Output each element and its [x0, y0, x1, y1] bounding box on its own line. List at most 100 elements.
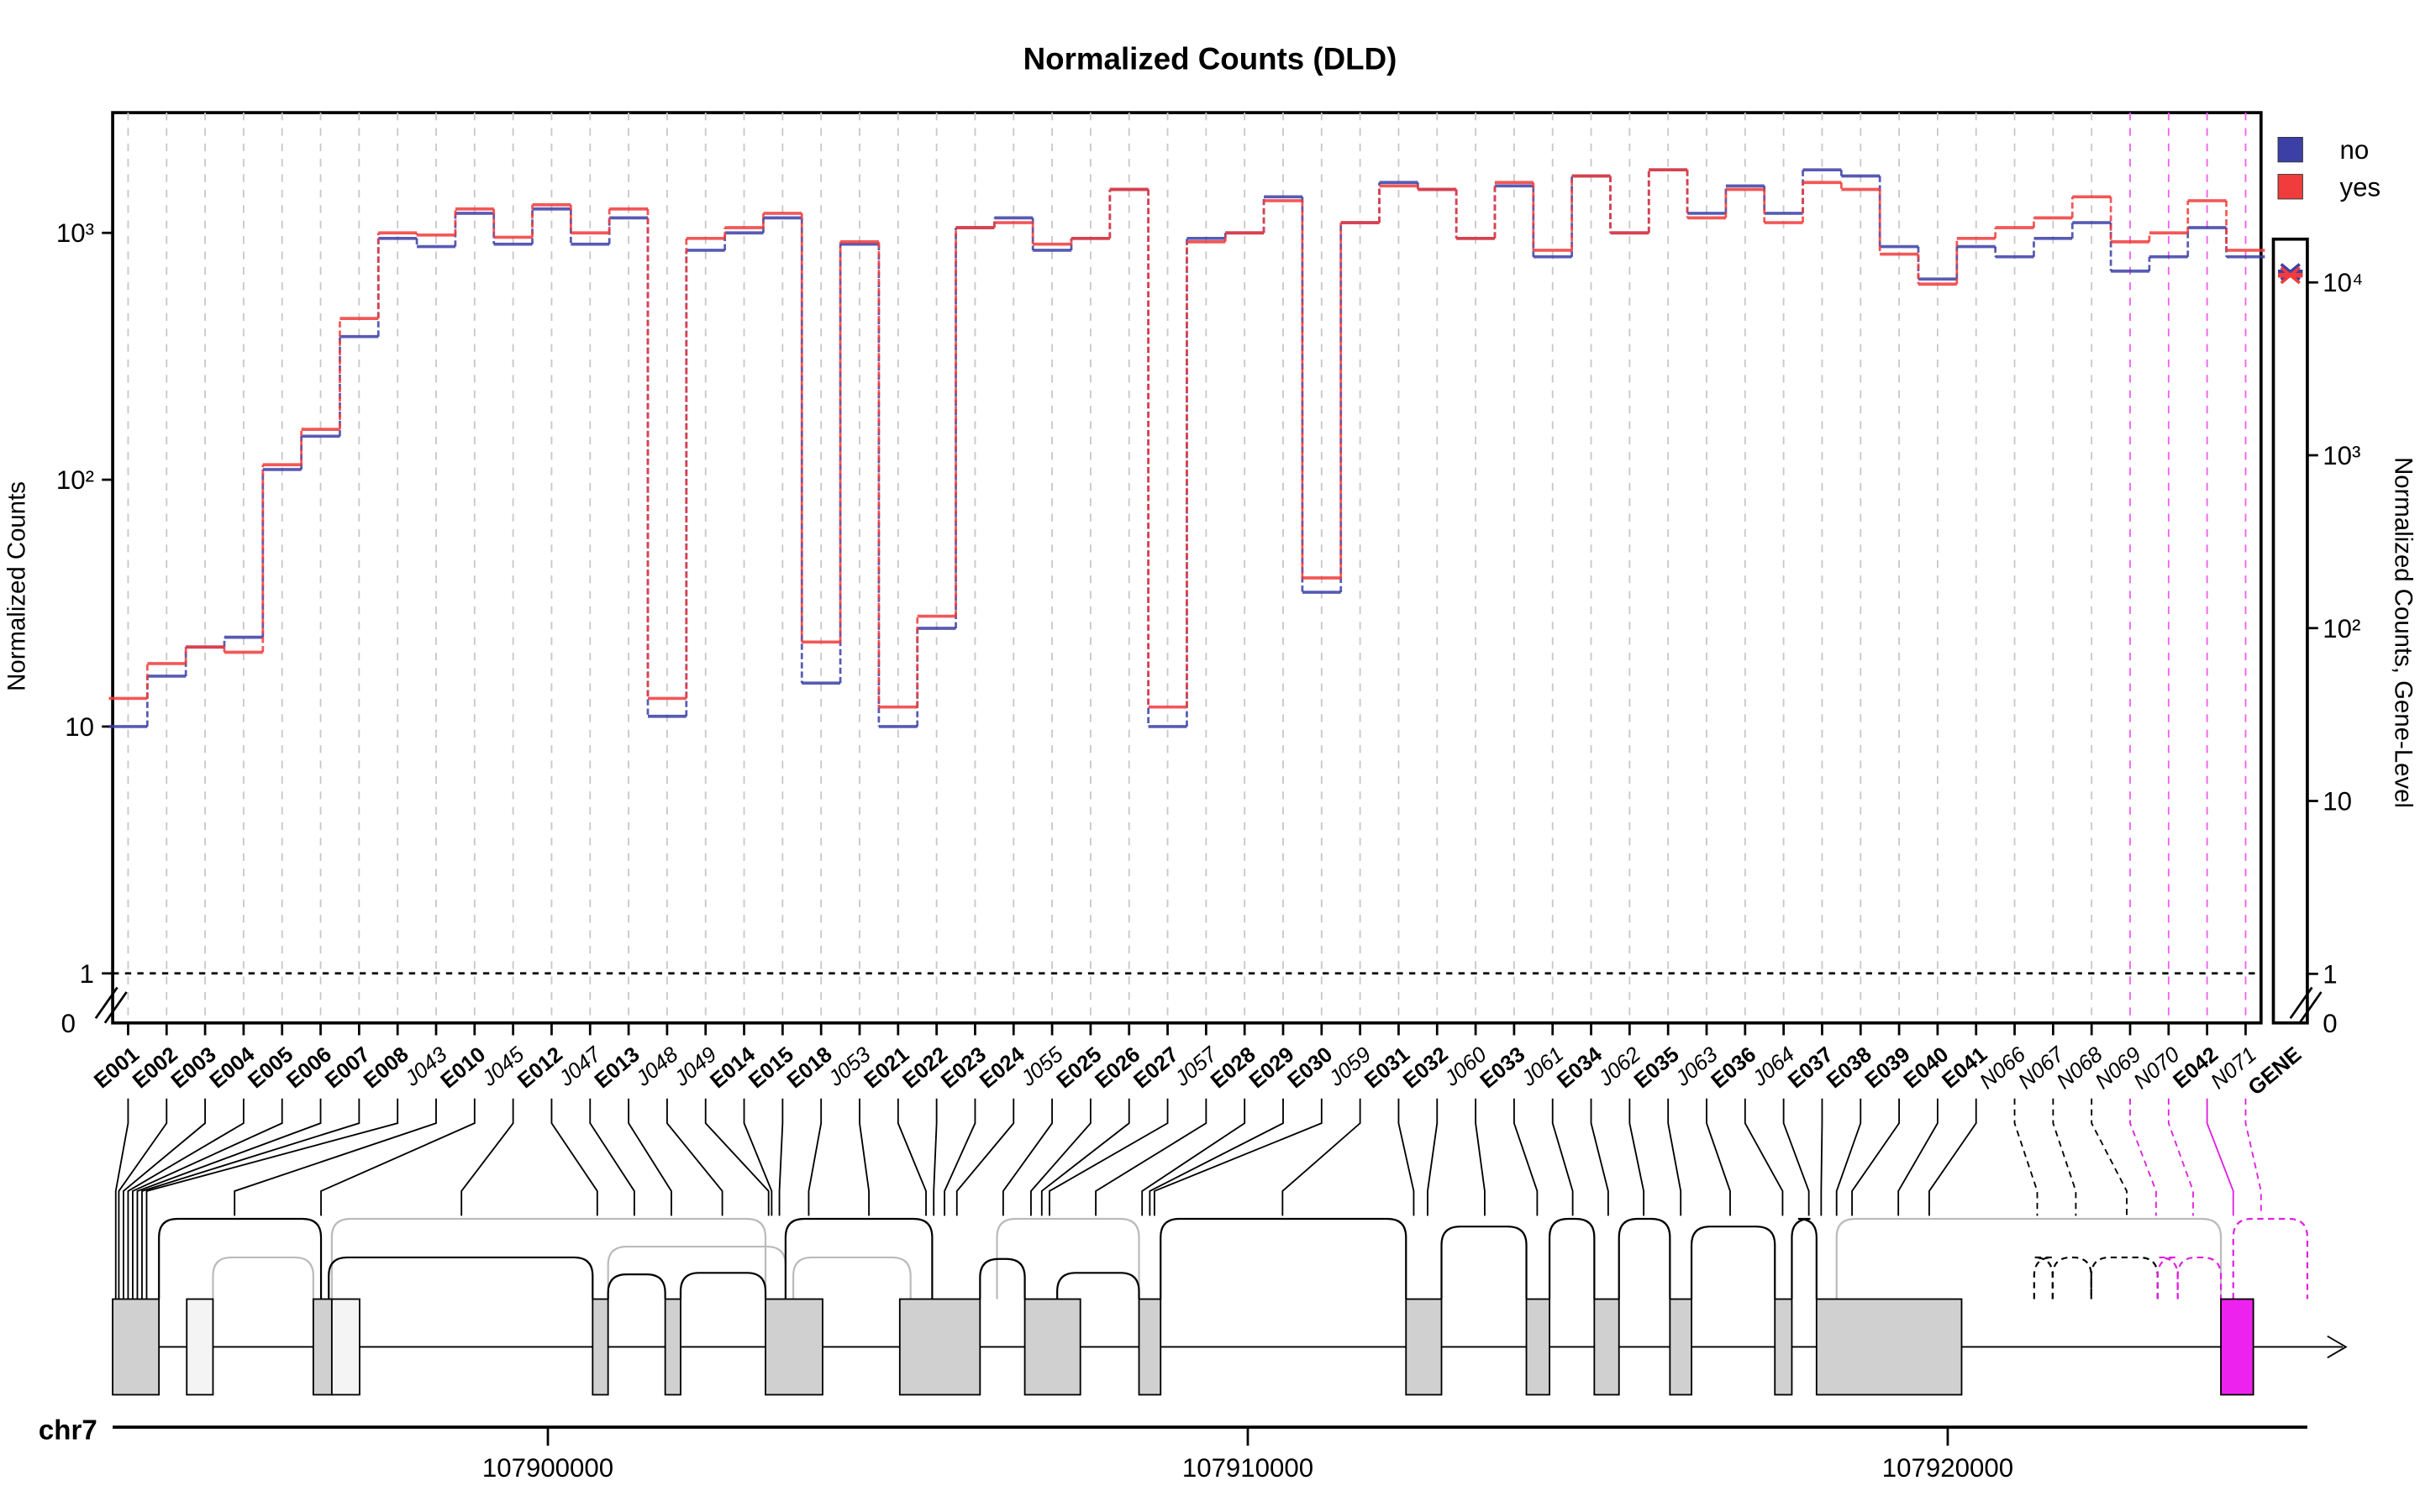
exon-box: [312, 1298, 333, 1396]
feature-connector: [1928, 1098, 1977, 1216]
junction-arc: [792, 1256, 912, 1299]
genome-tick-label: 107920000: [1882, 1453, 2013, 1483]
y-tick-label: 10²: [56, 465, 94, 495]
junction-arc: [1618, 1217, 1671, 1299]
feature-connector: [145, 1098, 399, 1299]
feature-connector: [141, 1098, 360, 1299]
junction-arc: [607, 1273, 666, 1299]
junction-arc: [330, 1217, 767, 1299]
junction-arc: [1160, 1217, 1407, 1299]
legend-swatch: [2277, 137, 2303, 163]
junction-arc: [1440, 1226, 1528, 1299]
junction-arc: [158, 1217, 323, 1299]
exon-box: [1815, 1298, 1963, 1396]
feature-connector: [704, 1098, 770, 1216]
junction-arc: [2033, 1256, 2054, 1299]
exon-box: [1669, 1298, 1692, 1396]
feature-connector: [1149, 1098, 1284, 1216]
plot-frame: [111, 111, 2263, 1025]
y2-tick-label: 1: [2323, 959, 2337, 989]
junction-arc: [979, 1257, 1026, 1299]
feature-connector: [123, 1098, 207, 1299]
strand-arrow: [2327, 1335, 2348, 1359]
exon-box: [765, 1298, 823, 1396]
feature-connector: [1427, 1098, 1439, 1216]
feature-connector: [666, 1098, 723, 1216]
junction-arc: [2232, 1217, 2309, 1299]
feature-connector: [955, 1098, 1015, 1216]
feature-connector: [320, 1098, 476, 1216]
junction-arc: [784, 1217, 934, 1299]
exon-box: [2220, 1298, 2254, 1396]
gene-value-cross: [2280, 266, 2301, 285]
feature-connector: [550, 1098, 598, 1216]
axis-break: [94, 986, 2323, 1024]
feature-connector: [1512, 1098, 1539, 1216]
y2-tick-label: 10²: [2323, 614, 2360, 643]
feature-connector: [2013, 1098, 2039, 1216]
feature-connector: [2091, 1098, 2128, 1216]
junction-arc: [1548, 1217, 1596, 1299]
feature-connector: [114, 1098, 129, 1299]
feature-connector: [1851, 1098, 1901, 1216]
feature-connector: [2244, 1098, 2262, 1216]
junction-arc: [328, 1256, 594, 1299]
exon-box: [112, 1298, 160, 1396]
junction-arc: [1690, 1226, 1776, 1299]
feature-connector: [933, 1098, 938, 1216]
y-zero-label: 0: [61, 1009, 76, 1038]
exon-box: [1138, 1298, 1162, 1396]
feature-connector: [1002, 1098, 1054, 1216]
gene-panel: [2271, 237, 2309, 1025]
feature-connector: [1397, 1098, 1415, 1216]
feature-connector: [2167, 1098, 2194, 1216]
junction-arc: [2051, 1256, 2092, 1299]
feature-connector: [1153, 1098, 1323, 1216]
exon-box: [1405, 1298, 1443, 1396]
feature-connector: [1590, 1098, 1609, 1216]
feature-connector: [460, 1098, 514, 1216]
exon-box: [1593, 1298, 1620, 1396]
chart-title: Normalized Counts (DLD): [1023, 42, 1397, 76]
feature-connector: [1820, 1098, 1823, 1216]
feature-connector: [118, 1098, 168, 1299]
feature-connector: [1706, 1098, 1731, 1216]
junction-arc: [212, 1256, 314, 1299]
series-line: [108, 168, 2265, 709]
feature-connector: [1030, 1098, 1092, 1216]
junction-arc: [996, 1217, 1140, 1299]
feature-connector: [808, 1098, 823, 1216]
y-tick-label: 1: [80, 959, 94, 989]
feature-connector: [589, 1098, 635, 1216]
feature-connector: [743, 1098, 773, 1216]
junction-arc: [607, 1245, 787, 1299]
junction-arc: [1056, 1272, 1140, 1299]
y2-axis-label: Normalized Counts, Gene-Level: [2390, 457, 2417, 808]
y2-tick-label: 10³: [2323, 441, 2360, 470]
exon-box: [664, 1298, 681, 1396]
exon-box: [330, 1298, 360, 1396]
feature-connector: [1281, 1098, 1361, 1216]
feature-connector: [1835, 1098, 1862, 1216]
legend-label: no: [2339, 135, 2369, 165]
exon-box: [592, 1298, 609, 1396]
exon-box: [898, 1298, 981, 1396]
genome-tick-label: 107910000: [1182, 1453, 1313, 1483]
feature-connector: [1628, 1098, 1645, 1216]
feature-connector: [1141, 1098, 1246, 1216]
feature-connector: [1095, 1098, 1207, 1216]
feature-connector: [897, 1098, 927, 1216]
feature-connector: [136, 1098, 322, 1299]
feature-connector: [944, 1098, 976, 1216]
y-tick-label: 10: [65, 712, 94, 742]
y-tick-label: 10³: [56, 218, 94, 248]
exon-box: [186, 1298, 214, 1396]
feature-connector: [1744, 1098, 1784, 1216]
junction-arc: [1835, 1217, 2223, 1299]
feature-connector: [1040, 1098, 1130, 1216]
feature-connector: [2206, 1098, 2234, 1216]
feature-connector: [1782, 1098, 1810, 1216]
feature-connector: [628, 1098, 672, 1216]
